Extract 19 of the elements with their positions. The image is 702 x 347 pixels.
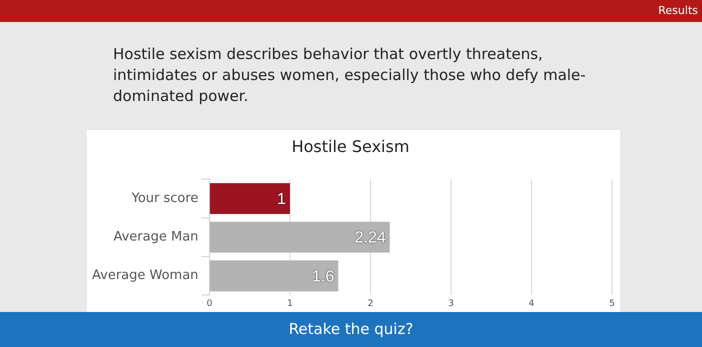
y-tick-label: Average Woman [92, 268, 198, 284]
bar [210, 260, 338, 292]
x-tick-label: 2 [368, 298, 374, 309]
data-label: 2.24 [354, 230, 386, 247]
x-tick-label: 5 [609, 298, 615, 309]
bar [210, 183, 290, 214]
x-tick-label: 4 [528, 298, 535, 309]
x-tick-label: 1 [287, 298, 293, 309]
x-tick-label: 0 [206, 298, 213, 309]
data-label: 1.6 [312, 268, 334, 286]
y-tick-label: Average Man [113, 230, 198, 245]
bar [210, 222, 390, 253]
chart-subtitle: Hostile sexism describes behavior that overtly threatens, intimidates or abuses women, especially those who defy male-dominated power. [113, 44, 587, 107]
chart-title: Hostile Sexism [292, 136, 410, 156]
text: Results [658, 4, 698, 17]
y-tick-label: Your score [130, 190, 198, 206]
data-label: 1 [277, 190, 286, 208]
x-tick-label: 3 [448, 298, 454, 309]
text: Retake the quiz? [288, 320, 414, 338]
